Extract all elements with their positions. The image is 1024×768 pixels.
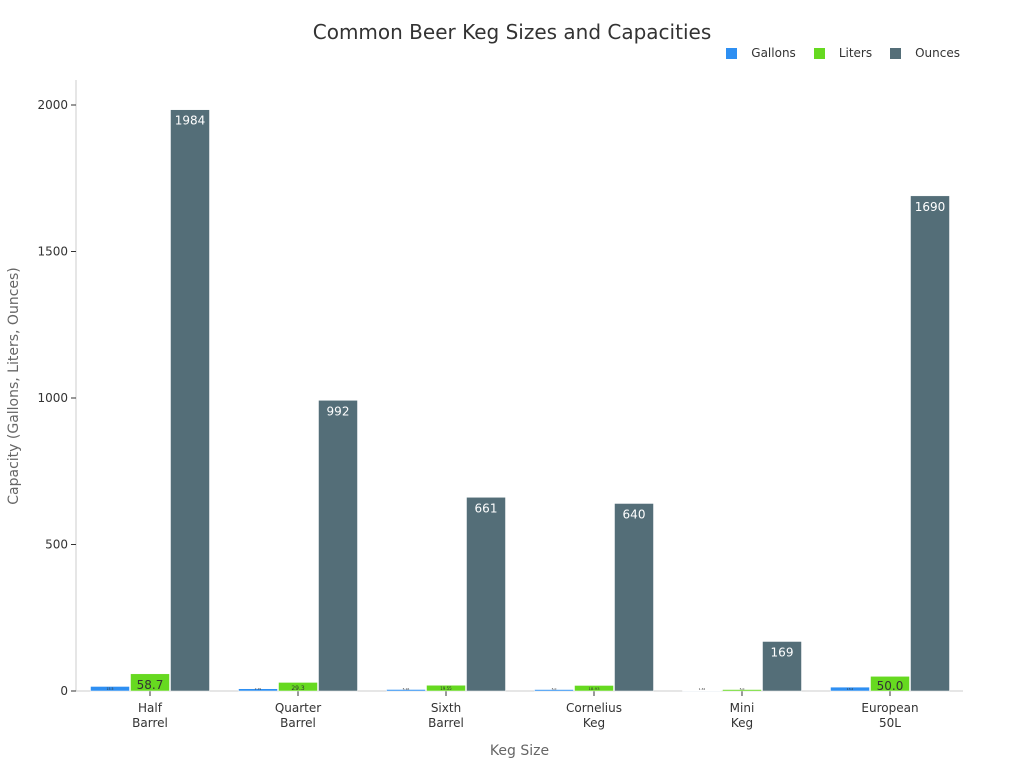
x-tick-label: Mini Keg [730, 701, 755, 730]
data-label: 13.2 [847, 687, 854, 691]
bar-ounces [170, 109, 210, 692]
data-label: 58.7 [137, 678, 164, 692]
legend-item[interactable]: Liters [813, 46, 873, 60]
y-tick-label: 0 [60, 684, 68, 698]
y-tick-label: 1000 [37, 391, 68, 405]
x-axis-title: Keg Size [490, 743, 549, 759]
bar-gallons [238, 688, 278, 692]
bar-gallons [90, 686, 130, 692]
x-tick-label: Half Barrel [132, 701, 168, 730]
data-label: 18.93 [588, 686, 600, 691]
legend-item[interactable]: Ounces [890, 46, 960, 60]
data-label: 1984 [175, 114, 206, 128]
legend-label: Gallons [751, 46, 796, 60]
data-label: 19.55 [440, 686, 452, 691]
y-tick-label: 2000 [37, 98, 68, 112]
legend-swatch [890, 47, 902, 59]
y-axis-title: Capacity (Gallons, Liters, Ounces) [6, 267, 22, 505]
data-label: 7.75 [255, 687, 262, 691]
legend-swatch [726, 47, 738, 59]
x-tick-label: Cornelius Keg [566, 701, 622, 730]
legend-item[interactable]: Gallons [726, 46, 796, 60]
bar-ounces [910, 195, 950, 692]
data-label: 29.3 [291, 685, 305, 692]
data-label: 5.0 [552, 687, 557, 691]
bar-liters [722, 689, 762, 692]
legend-swatch [813, 47, 825, 59]
legend: Gallons Liters Ounces [726, 46, 960, 60]
bar-liters [870, 676, 910, 692]
data-label: 15.5 [106, 687, 113, 691]
chart-title: Common Beer Keg Sizes and Capacities [312, 20, 712, 44]
bar-gallons [386, 689, 426, 692]
data-label: 169 [771, 645, 794, 659]
legend-label: Liters [838, 46, 873, 60]
legend-label: Ounces [915, 46, 960, 60]
y-tick-label: 500 [45, 538, 68, 552]
bar-liters [574, 685, 614, 692]
bar-liters [426, 685, 466, 692]
data-label: 640 [623, 507, 646, 521]
bar-ounces [466, 497, 506, 692]
bar-ounces [762, 641, 802, 692]
bar-ounces [614, 503, 654, 692]
bar-gallons [682, 690, 722, 692]
bar-gallons [830, 686, 870, 692]
x-tick-label: European 50L [861, 701, 918, 730]
bar-liters [278, 682, 318, 692]
y-tick-label: 1500 [37, 245, 68, 259]
data-label: 992 [327, 404, 350, 418]
bar-liters [130, 673, 170, 692]
data-label: 5.0 [740, 687, 745, 691]
bar-gallons [534, 689, 574, 692]
bar-ounces [318, 400, 358, 692]
data-label: 661 [475, 501, 498, 515]
data-label: 50.0 [877, 679, 904, 693]
data-label: 5.16 [403, 687, 410, 691]
data-label: 1690 [915, 200, 946, 214]
x-tick-label: Sixth Barrel [428, 701, 464, 730]
data-label: 1.32 [699, 687, 706, 691]
x-tick-label: Quarter Barrel [275, 701, 321, 730]
